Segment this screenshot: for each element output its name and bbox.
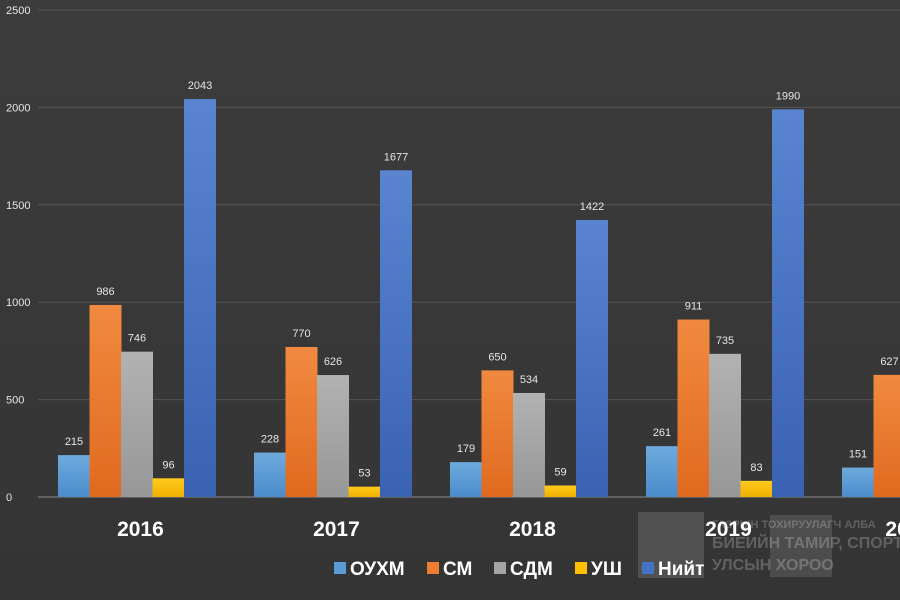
data-label: 986	[96, 286, 114, 298]
category-label: 2020 он	[885, 518, 900, 541]
bar	[450, 462, 482, 497]
bar	[709, 353, 741, 497]
legend-swatch	[575, 562, 587, 574]
category-label: 2019	[705, 518, 752, 541]
y-tick-label: 500	[6, 395, 24, 407]
data-label: 735	[716, 335, 734, 347]
watermark: ГАЗРЫН ТОХИРУУЛАГЧ АЛБА БИЕИЙН ТАМИР, СПО…	[638, 512, 900, 578]
legend-label: СДМ	[510, 559, 553, 580]
data-label: 261	[653, 427, 671, 439]
y-tick-label: 1500	[6, 200, 30, 212]
category-axis: 2016 2017 2018 2019 2020 он	[117, 518, 900, 541]
data-label: 770	[292, 328, 310, 340]
bar	[677, 319, 710, 497]
data-labels: 215 986 746 96 2043 228 770 626 53 1677 179 650 534 5…	[65, 80, 899, 480]
data-label: 179	[457, 443, 475, 455]
legend-label: УШ	[591, 559, 622, 580]
y-tick-label: 1000	[6, 297, 30, 309]
bar	[184, 99, 216, 498]
bar	[121, 351, 153, 497]
legend-swatch	[642, 562, 654, 574]
bar	[740, 480, 773, 497]
watermark-seal-right	[770, 515, 832, 577]
legend-label: ОУХМ	[350, 559, 405, 580]
data-label: 2043	[188, 80, 212, 92]
legend: ОУХМ СМ СДМ УШ Нийт	[334, 559, 704, 580]
bar	[873, 374, 900, 497]
bar	[513, 392, 545, 497]
bar	[348, 486, 381, 497]
data-label: 83	[750, 462, 762, 474]
bar	[152, 478, 185, 497]
bar	[544, 485, 577, 497]
data-label: 534	[520, 374, 538, 386]
category-label: 2016	[117, 518, 164, 541]
legend-label: Нийт	[658, 559, 704, 580]
data-label: 746	[128, 333, 146, 345]
legend-label: СМ	[443, 559, 472, 580]
data-label: 627	[880, 356, 898, 368]
watermark-text-line1: ГАЗРЫН ТОХИРУУЛАГЧ АЛБА	[712, 519, 876, 531]
data-label: 626	[324, 356, 342, 368]
y-tick-label: 0	[6, 492, 12, 504]
category-label: 2018	[509, 518, 556, 541]
data-label: 1677	[384, 151, 408, 163]
bar	[317, 375, 349, 497]
bar	[58, 455, 90, 497]
bar	[646, 446, 678, 497]
data-label: 151	[849, 449, 867, 461]
bars	[58, 99, 900, 498]
data-label: 215	[65, 436, 83, 448]
watermark-text-line2: БИЕИЙН ТАМИР, СПОРТЫН	[712, 533, 900, 552]
data-label: 96	[162, 459, 174, 471]
gridlines: 0 500 1000 1500 2000 2500	[6, 5, 900, 504]
bar	[576, 219, 608, 498]
bar	[481, 370, 514, 497]
legend-swatch	[334, 562, 346, 574]
bar	[772, 109, 804, 498]
bar	[89, 304, 122, 497]
bar	[285, 347, 318, 497]
y-tick-label: 2500	[6, 5, 30, 17]
bar	[254, 452, 286, 497]
data-label: 1990	[776, 90, 800, 102]
data-label: 911	[685, 301, 703, 313]
data-label: 1422	[580, 201, 604, 213]
y-tick-label: 2000	[6, 102, 30, 114]
category-label: 2017	[313, 518, 360, 541]
data-label: 53	[358, 468, 370, 480]
legend-swatch	[494, 562, 506, 574]
data-label: 228	[261, 434, 279, 446]
legend-swatch	[427, 562, 439, 574]
data-label: 650	[488, 351, 506, 363]
data-label: 59	[554, 467, 566, 479]
bar	[380, 170, 412, 497]
watermark-text-line3: УЛСЫН ХОРОО	[712, 557, 834, 574]
bar	[842, 467, 874, 497]
